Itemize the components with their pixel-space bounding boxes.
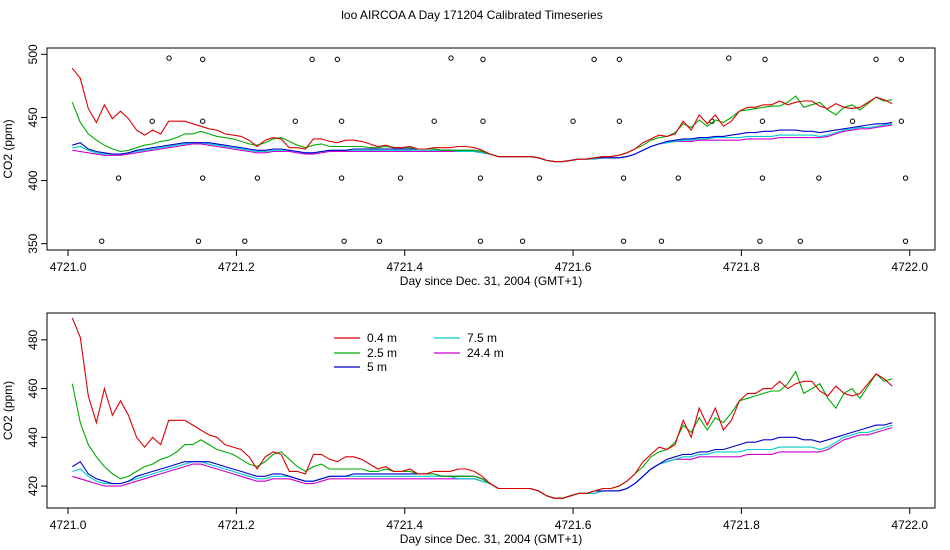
calibration-marker [620,238,627,244]
series-line-5-m [72,422,893,499]
x-axis-label: Day since Dec. 31, 2004 (GMT+1) [400,274,582,288]
legend-label: 2.5 m [367,346,397,360]
plot-frame [46,312,936,509]
calibration-marker [149,118,155,124]
calibration-marker [658,238,665,244]
x-tick-label: 4722.0 [891,518,928,532]
legend-label: 0.4 m [367,331,397,345]
calibration-marker [759,118,766,124]
series-line-0-4-m [71,317,893,499]
calibration-marker [334,56,341,63]
calibration-marker [616,56,623,63]
calibration-marker [477,175,484,181]
calibration-marker [397,175,404,181]
calibration-marker [338,175,345,181]
legend-label: 24.4 m [467,346,504,360]
calibration-marker [873,56,879,63]
calibration-marker [726,55,732,61]
calibration-marker [200,56,206,63]
x-tick-label: 4721.4 [386,260,423,274]
y-tick-label: 480 [26,329,40,349]
x-axis-label: Day since Dec. 31, 2004 (GMT+1) [400,532,582,546]
plot-frame [46,47,936,251]
x-tick-label: 4721.4 [386,518,423,532]
plot-area [71,317,893,499]
legend-label: 5 m [367,360,387,374]
calibration-marker [309,56,315,63]
series-line-2-5-m [71,370,893,499]
calibration-marker [448,55,454,61]
plot-area [71,55,909,244]
calibration-marker [200,118,206,124]
calibration-marker [338,118,345,124]
calibration-marker [902,175,909,181]
calibration-marker [431,118,437,124]
calibration-marker [591,56,597,63]
bottom-panel: 4721.0 4721.2 4721.4 4721.6 4721.8 4722.0 Day … [1,312,936,546]
calibration-marker [675,175,681,181]
legend-label: 7.5 m [467,331,497,345]
calibration-marker [902,238,909,244]
calibration-marker [762,56,768,63]
y-tick-label: 420 [26,476,40,496]
y-tick-label: 460 [26,378,40,398]
x-tick-label: 4721.6 [555,518,592,532]
calibration-marker [759,175,766,181]
y-tick-label: 440 [26,427,40,447]
y-axis-label: CO2 (ppm) [1,381,15,440]
calibration-marker [797,238,804,244]
y-tick-label: 350 [26,233,40,253]
calibration-marker [480,56,486,63]
calibration-marker [115,175,122,181]
calibration-marker [757,238,763,244]
calibration-marker [254,175,261,181]
y-tick-label: 450 [26,107,40,127]
y-tick-label: 500 [26,44,40,64]
x-tick-label: 4721.2 [218,260,255,274]
calibration-marker [166,55,172,61]
calibration-marker [616,118,623,124]
calibration-marker [341,238,347,244]
series-line-24-4-m [72,124,893,163]
x-tick-label: 4721.8 [723,260,760,274]
x-tick-label: 4721.0 [50,260,87,274]
calibration-marker [376,238,383,244]
x-tick-label: 4721.2 [218,518,255,532]
top-panel: 4721.0 4721.2 4721.4 4721.6 4721.8 4722.0 Day … [1,44,936,288]
calibration-marker [849,118,856,124]
page-title: loo AIRCOA A Day 171204 Calibrated Times… [341,8,602,22]
calibration-marker [99,238,105,244]
calibration-marker [816,175,822,181]
x-tick-label: 4722.0 [891,260,928,274]
series-line-0-4-m [71,67,893,163]
y-tick-label: 400 [26,170,40,190]
y-axis-label: CO2 (ppm) [1,119,15,178]
calibration-marker [195,238,202,244]
x-tick-label: 4721.6 [555,260,592,274]
x-tick-label: 4721.0 [50,518,87,532]
calibration-marker [898,118,905,124]
series-line-24-4-m [72,427,893,499]
x-tick-label: 4721.8 [723,518,760,532]
calibration-marker [477,238,484,244]
calibration-marker [292,118,299,124]
calibration-marker [536,175,543,181]
calibration-marker [898,56,905,63]
calibration-marker [570,118,576,124]
series-line-5-m [72,121,893,163]
calibration-marker [620,175,627,181]
calibration-marker [200,175,206,181]
series-line-7-5-m [72,123,893,163]
series-line-7-5-m [72,424,893,499]
calibration-marker [519,238,526,244]
calibration-marker [242,238,248,244]
series-line-2-5-m [71,95,893,163]
calibration-marker [480,118,486,124]
